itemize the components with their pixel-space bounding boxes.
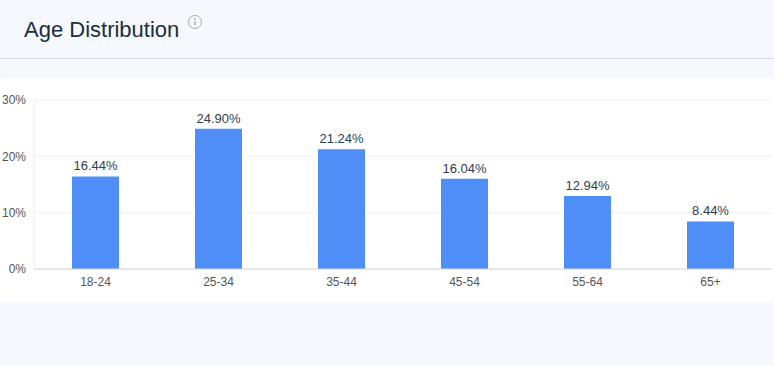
- svg-text:25-34: 25-34: [203, 275, 234, 289]
- svg-text:8.44%: 8.44%: [692, 203, 729, 218]
- svg-text:65+: 65+: [700, 275, 720, 289]
- svg-text:55-64: 55-64: [572, 275, 603, 289]
- svg-text:30%: 30%: [8, 93, 26, 107]
- svg-text:45-54: 45-54: [449, 275, 480, 289]
- svg-text:20%: 20%: [8, 150, 26, 164]
- svg-text:35-44: 35-44: [326, 275, 357, 289]
- html-text:Age Distribution: Age Distribution: [24, 17, 180, 42]
- svg-text:18-24: 18-24: [80, 275, 111, 289]
- svg-text:16.04%: 16.04%: [442, 161, 487, 176]
- svg-text:24.90%: 24.90%: [196, 111, 241, 126]
- svg-text:12.94%: 12.94%: [565, 178, 610, 193]
- svg-text:0%: 0%: [9, 262, 27, 276]
- svg-text:16.44%: 16.44%: [73, 158, 118, 173]
- svg-text:21.24%: 21.24%: [319, 131, 364, 146]
- svg-text:10%: 10%: [8, 206, 26, 220]
